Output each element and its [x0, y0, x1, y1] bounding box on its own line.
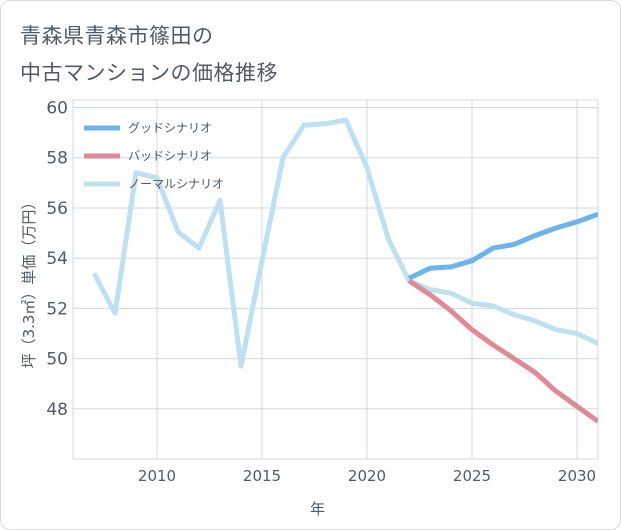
x-tick-label: 2010 — [138, 467, 176, 485]
chart-title-line-1: 青森県青森市篠田の — [20, 24, 214, 48]
series-lines — [91, 117, 598, 424]
y-tick-label: 50 — [46, 350, 68, 370]
legend-label-1: バッドシナリオ — [128, 149, 212, 163]
x-tick-label: 2015 — [243, 467, 281, 485]
axes: 48 50 52 54 56 58 60 2010 2015 2020 2025 2030 年 坪（3.3… — [20, 99, 596, 518]
y-axis-label: 坪（3.3㎡）単価（万円） — [20, 195, 38, 369]
legend-label-0: グッドシナリオ — [128, 121, 212, 135]
series-line-1 — [407, 278, 598, 424]
y-tick-label: 56 — [46, 199, 68, 219]
chart-title-line-2: 中古マンションの価格推移 — [20, 61, 278, 85]
y-tick-label: 54 — [46, 249, 68, 269]
x-tick-label: 2030 — [558, 467, 596, 485]
series-line-2 — [91, 117, 598, 369]
y-tick-label: 58 — [46, 149, 68, 169]
x-tick-label: 2025 — [453, 467, 491, 485]
y-tick-label: 52 — [46, 299, 68, 319]
x-axis-label: 年 — [310, 500, 325, 518]
plot-frame — [72, 99, 599, 460]
x-tick-label: 2020 — [348, 467, 386, 485]
y-tick-label: 60 — [46, 99, 68, 119]
grid-lines — [72, 99, 599, 460]
legend-label-2: ノーマルシナリオ — [128, 177, 224, 191]
y-tick-label: 48 — [46, 400, 68, 420]
series-line-0 — [407, 211, 598, 281]
